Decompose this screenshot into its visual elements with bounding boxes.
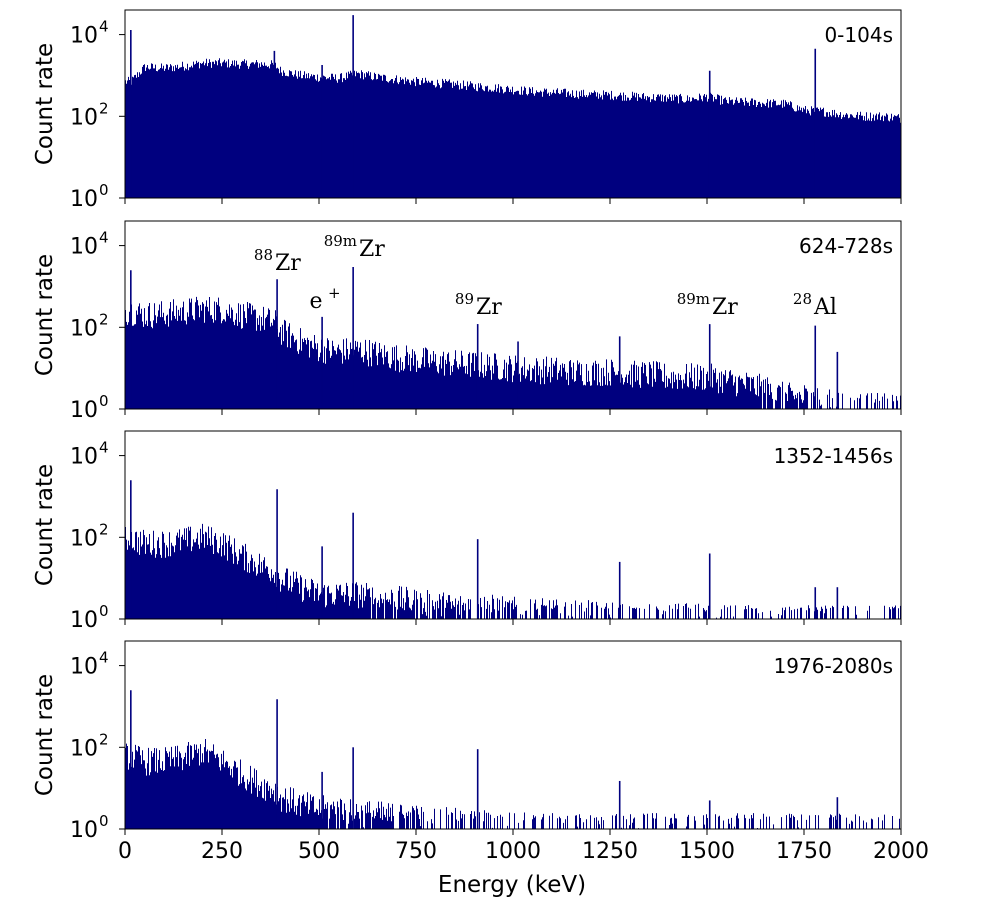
y-tick-label: 10 <box>70 608 98 633</box>
y-tick-exponent: 2 <box>99 520 109 538</box>
y-axis-label: Count rate <box>32 464 58 586</box>
x-tick-label: 1500 <box>679 839 735 864</box>
y-axis-label: Count rate <box>32 674 58 796</box>
panel-4: 10 010 210 40 250 500 750 1000 1250 1500 1750 2000C… <box>32 640 929 864</box>
y-tick-exponent: 0 <box>99 392 109 410</box>
y-axis-label: Count rate <box>32 254 58 376</box>
x-axis-label: Energy (keV) <box>438 872 586 898</box>
y-tick-label: 10 <box>70 235 98 260</box>
isotope-annotation: 88 Zr <box>254 246 301 276</box>
y-tick-exponent: 4 <box>99 439 109 457</box>
annotation-superscript: + <box>328 284 341 302</box>
continuum-series <box>125 523 901 619</box>
isotope-annotation: e + <box>309 284 340 314</box>
y-tick-exponent: 4 <box>99 229 109 247</box>
y-tick-label: 10 <box>70 187 98 212</box>
continuum-series <box>125 739 900 829</box>
y-tick-label: 10 <box>70 526 98 551</box>
y-tick-exponent: 2 <box>99 99 109 117</box>
y-tick-exponent: 4 <box>99 18 109 36</box>
annotation-text: Al <box>813 295 837 320</box>
annotation-superscript: 89m <box>677 290 710 308</box>
time-window-label: 624-728s <box>799 234 893 258</box>
y-tick-label: 10 <box>70 316 98 341</box>
y-tick-label: 10 <box>70 818 98 843</box>
annotation-text: Zr <box>275 251 301 276</box>
y-tick-label: 10 <box>70 398 98 423</box>
time-window-label: 0-104s <box>824 23 893 47</box>
annotation-superscript: 89m <box>324 232 357 250</box>
x-tick-label: 750 <box>395 839 437 864</box>
x-tick-label: 0 <box>118 839 132 864</box>
x-tick-label: 2000 <box>873 839 929 864</box>
y-tick-label: 10 <box>70 24 98 49</box>
y-tick-exponent: 0 <box>99 812 109 830</box>
y-tick-exponent: 0 <box>99 181 109 199</box>
y-tick-label: 10 <box>70 445 98 470</box>
x-tick-label: 1250 <box>582 839 638 864</box>
x-tick-label: 500 <box>298 839 340 864</box>
y-axis-label: Count rate <box>32 43 58 165</box>
annotation-text: e <box>309 289 322 314</box>
isotope-annotation: 89m Zr <box>677 290 739 320</box>
annotation-text: Zr <box>712 295 738 320</box>
annotation-text: Zr <box>476 295 502 320</box>
time-window-label: 1352-1456s <box>774 444 893 468</box>
annotation-text: Zr <box>359 237 385 262</box>
continuum-series <box>125 296 901 409</box>
y-tick-exponent: 2 <box>99 310 109 328</box>
isotope-annotation: 89m Zr <box>324 232 386 262</box>
y-tick-label: 10 <box>70 736 98 761</box>
x-tick-label: 1000 <box>485 839 541 864</box>
y-tick-exponent: 2 <box>99 730 109 748</box>
y-tick-exponent: 4 <box>99 649 109 667</box>
x-tick-label: 1750 <box>776 839 832 864</box>
y-tick-label: 10 <box>70 655 98 680</box>
isotope-annotation: 28 Al <box>793 290 837 320</box>
continuum-series <box>125 58 901 198</box>
y-tick-exponent: 0 <box>99 602 109 620</box>
annotation-superscript: 88 <box>254 246 273 264</box>
x-tick-label: 250 <box>201 839 243 864</box>
y-tick-label: 10 <box>70 105 98 130</box>
isotope-annotation: 89 Zr <box>455 290 502 320</box>
annotation-superscript: 28 <box>793 290 812 308</box>
time-window-label: 1976-2080s <box>774 654 893 678</box>
annotation-superscript: 89 <box>455 290 474 308</box>
